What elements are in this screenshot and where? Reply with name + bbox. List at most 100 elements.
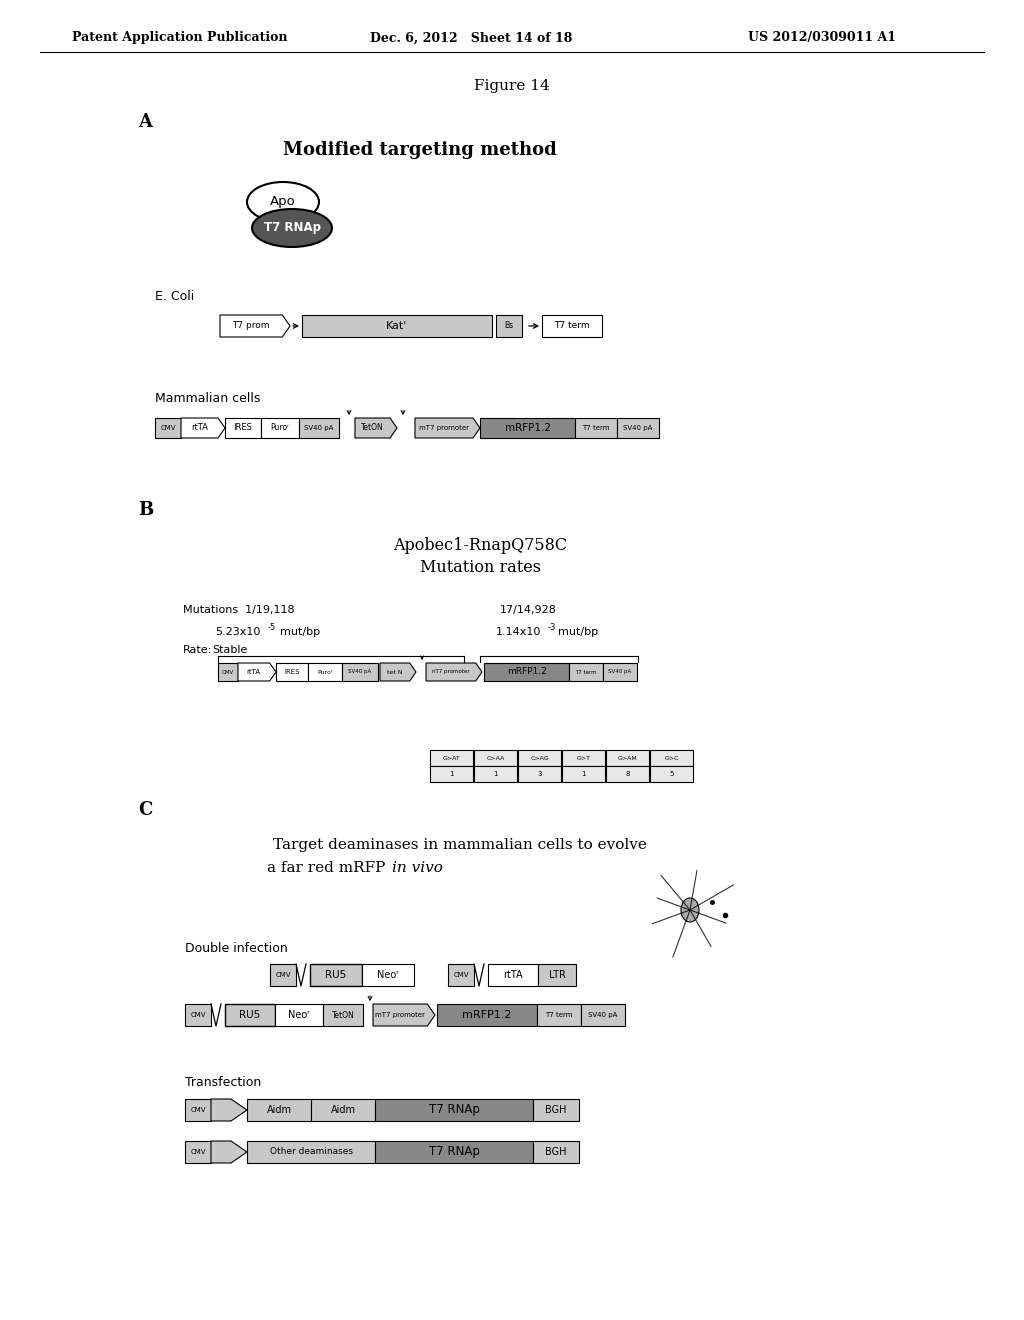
FancyBboxPatch shape <box>362 964 414 986</box>
Polygon shape <box>415 418 480 438</box>
FancyBboxPatch shape <box>342 663 378 681</box>
FancyBboxPatch shape <box>185 1100 211 1121</box>
FancyBboxPatch shape <box>185 1005 211 1026</box>
Text: RU5: RU5 <box>326 970 347 979</box>
Text: CMV: CMV <box>222 669 234 675</box>
Text: Mammalian cells: Mammalian cells <box>155 392 260 404</box>
Polygon shape <box>373 1005 435 1026</box>
Text: SV40 pA: SV40 pA <box>624 425 652 432</box>
Ellipse shape <box>247 182 319 222</box>
Text: B: B <box>138 502 154 519</box>
Text: nT7 promoter: nT7 promoter <box>432 669 470 675</box>
FancyBboxPatch shape <box>225 1005 275 1026</box>
Text: -3: -3 <box>548 623 556 631</box>
FancyBboxPatch shape <box>480 418 575 438</box>
FancyBboxPatch shape <box>488 964 538 986</box>
Text: mut/bp: mut/bp <box>280 627 321 638</box>
FancyBboxPatch shape <box>562 766 605 781</box>
Text: Double infection: Double infection <box>185 941 288 954</box>
Text: Aidm: Aidm <box>331 1105 355 1115</box>
Text: T7 term: T7 term <box>583 425 609 432</box>
FancyBboxPatch shape <box>650 750 693 766</box>
FancyBboxPatch shape <box>270 964 296 986</box>
FancyBboxPatch shape <box>474 750 517 766</box>
Text: SV40 pA: SV40 pA <box>608 669 632 675</box>
FancyBboxPatch shape <box>276 663 308 681</box>
Text: BGH: BGH <box>545 1147 566 1158</box>
Text: RU5: RU5 <box>240 1010 261 1020</box>
Text: 5.23x10: 5.23x10 <box>215 627 260 638</box>
Text: 1: 1 <box>450 771 454 777</box>
Text: Puroʳ: Puroʳ <box>270 424 290 433</box>
Text: C>AA: C>AA <box>486 755 505 760</box>
Text: Puroʳ: Puroʳ <box>317 669 333 675</box>
Text: Target deaminases in mammalian cells to evolve: Target deaminases in mammalian cells to … <box>273 838 647 851</box>
FancyBboxPatch shape <box>247 1140 375 1163</box>
Text: T7 RNAp: T7 RNAp <box>429 1104 479 1117</box>
Text: 8: 8 <box>626 771 630 777</box>
FancyBboxPatch shape <box>308 663 342 681</box>
Text: Mutations  1/19,118: Mutations 1/19,118 <box>183 605 295 615</box>
FancyBboxPatch shape <box>261 418 299 438</box>
FancyBboxPatch shape <box>562 750 605 766</box>
FancyBboxPatch shape <box>537 1005 581 1026</box>
Text: CMV: CMV <box>160 425 176 432</box>
FancyBboxPatch shape <box>474 766 517 781</box>
FancyBboxPatch shape <box>375 1140 534 1163</box>
Text: Apo: Apo <box>270 195 296 209</box>
FancyBboxPatch shape <box>323 1005 362 1026</box>
Polygon shape <box>380 663 416 681</box>
Text: Figure 14: Figure 14 <box>474 79 550 92</box>
Text: in vivo: in vivo <box>392 861 442 875</box>
FancyBboxPatch shape <box>606 750 649 766</box>
Text: T7 RNAp: T7 RNAp <box>263 222 321 235</box>
Text: rtTA: rtTA <box>503 970 523 979</box>
Text: SV40 pA: SV40 pA <box>304 425 334 432</box>
FancyBboxPatch shape <box>518 766 561 781</box>
Text: Aidm: Aidm <box>266 1105 292 1115</box>
Text: rtTA: rtTA <box>191 424 208 433</box>
FancyBboxPatch shape <box>247 1100 311 1121</box>
FancyBboxPatch shape <box>375 1100 534 1121</box>
FancyBboxPatch shape <box>534 1100 579 1121</box>
FancyBboxPatch shape <box>430 766 473 781</box>
Text: C: C <box>138 801 153 818</box>
Ellipse shape <box>681 898 699 921</box>
Text: T7 term: T7 term <box>545 1012 572 1018</box>
Text: Neoʳ: Neoʳ <box>288 1010 310 1020</box>
FancyBboxPatch shape <box>575 418 617 438</box>
FancyBboxPatch shape <box>569 663 603 681</box>
Text: Modified targeting method: Modified targeting method <box>283 141 557 158</box>
FancyBboxPatch shape <box>302 315 492 337</box>
FancyBboxPatch shape <box>155 418 181 438</box>
FancyBboxPatch shape <box>484 663 569 681</box>
Text: mRFP1.2: mRFP1.2 <box>505 422 551 433</box>
FancyBboxPatch shape <box>538 964 575 986</box>
Text: T7 RNAp: T7 RNAp <box>429 1146 479 1159</box>
Text: mRFP1.2: mRFP1.2 <box>507 668 547 676</box>
FancyBboxPatch shape <box>534 1140 579 1163</box>
Text: 17/14,928: 17/14,928 <box>500 605 557 615</box>
Text: CMV: CMV <box>275 972 291 978</box>
Text: CMV: CMV <box>454 972 469 978</box>
Text: T7 term: T7 term <box>554 322 590 330</box>
FancyBboxPatch shape <box>185 1140 211 1163</box>
FancyBboxPatch shape <box>225 418 261 438</box>
Text: Kat': Kat' <box>386 321 408 331</box>
FancyBboxPatch shape <box>275 1005 323 1026</box>
Text: G>AT: G>AT <box>442 755 461 760</box>
FancyBboxPatch shape <box>603 663 637 681</box>
FancyBboxPatch shape <box>430 750 473 766</box>
Text: mT7 promoter: mT7 promoter <box>375 1012 425 1018</box>
Text: 1: 1 <box>582 771 586 777</box>
Text: CMV: CMV <box>190 1012 206 1018</box>
Text: A: A <box>138 114 152 131</box>
Text: mRFP1.2: mRFP1.2 <box>462 1010 512 1020</box>
Text: G>C: G>C <box>665 755 679 760</box>
Text: C>AG: C>AG <box>530 755 549 760</box>
Text: CMV: CMV <box>190 1148 206 1155</box>
Text: G>T: G>T <box>577 755 591 760</box>
Text: G>AM: G>AM <box>617 755 637 760</box>
Text: TetON: TetON <box>332 1011 354 1019</box>
FancyBboxPatch shape <box>218 663 238 681</box>
